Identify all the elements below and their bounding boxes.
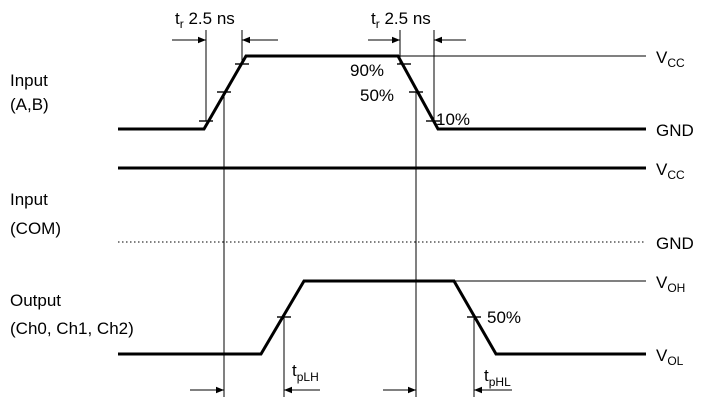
gnd-level-label-2: GND	[656, 234, 694, 253]
voh-level-label: VOH	[656, 273, 685, 295]
tphl-label: tpHL	[484, 366, 511, 389]
vol-level-label: VOL	[656, 346, 684, 368]
output-waveform	[118, 279, 646, 356]
vcc-level-label-1: VCC	[656, 48, 685, 70]
fall-time-label: tr 2.5 ns	[371, 9, 431, 31]
threshold-90-label: 90%	[350, 61, 384, 80]
vcc-level-label-2: VCC	[656, 160, 685, 182]
threshold-50-label: 50%	[360, 86, 394, 105]
rise-time-label: tr 2.5 ns	[175, 9, 235, 31]
input-ab-waveform	[118, 54, 646, 131]
output-label-line1: Output	[10, 291, 61, 310]
tplh-label: tpLH	[292, 361, 319, 384]
gnd-level-label-1: GND	[656, 121, 694, 140]
input-com-label-line1: Input	[10, 190, 48, 209]
input-com-label-line2: (COM)	[10, 219, 61, 238]
output-threshold-50-label: 50%	[487, 308, 521, 327]
output-label-line2: (Ch0, Ch1, Ch2)	[10, 319, 134, 338]
input-ab-label-line1: Input	[10, 71, 48, 90]
threshold-10-label: 10%	[436, 110, 470, 129]
input-ab-label-line2: (A,B)	[10, 95, 49, 114]
